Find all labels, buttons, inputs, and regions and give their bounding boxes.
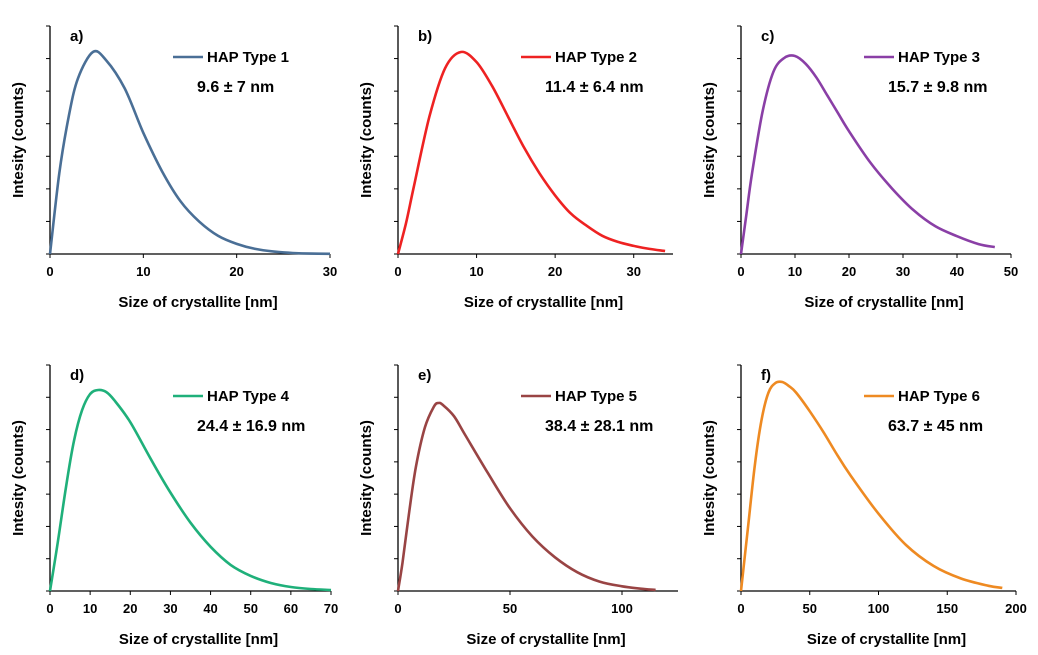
legend-label: HAP Type 3 bbox=[898, 49, 980, 66]
x-tick-label: 20 bbox=[842, 264, 856, 279]
x-axis-title: Size of crystallite [nm] bbox=[464, 294, 623, 311]
panel-label: b) bbox=[418, 28, 432, 45]
x-tick-label: 50 bbox=[243, 601, 257, 616]
y-axis-title: Intesity (counts) bbox=[701, 420, 718, 536]
size-annotation: 24.4 ± 16.9 nm bbox=[197, 418, 305, 435]
y-axis-title: Intesity (counts) bbox=[10, 420, 27, 536]
x-tick-label: 60 bbox=[284, 601, 298, 616]
x-tick-label: 10 bbox=[136, 264, 150, 279]
series-line bbox=[396, 50, 666, 255]
x-axis-title: Size of crystallite [nm] bbox=[804, 294, 963, 311]
y-axis-title: Intesity (counts) bbox=[10, 82, 27, 198]
x-tick-label: 0 bbox=[394, 601, 401, 616]
size-annotation: 63.7 ± 45 nm bbox=[888, 418, 983, 435]
x-tick-label: 0 bbox=[46, 264, 53, 279]
chart-panel-5: 0 50 100 Size of crystallite [nm] Intesity (… bbox=[358, 364, 678, 648]
panel-label: e) bbox=[418, 367, 431, 384]
x-tick-label: 50 bbox=[503, 601, 517, 616]
x-tick-label: 0 bbox=[737, 264, 744, 279]
x-tick-label: 70 bbox=[324, 601, 338, 616]
chart-panel-4: 0 10 20 30 40 50 60 70 Size of crystallite [nm] I… bbox=[10, 364, 338, 648]
legend-label: HAP Type 5 bbox=[555, 388, 637, 405]
x-tick-label: 50 bbox=[803, 601, 817, 616]
series-line bbox=[48, 49, 331, 256]
series-line bbox=[739, 380, 1003, 592]
x-tick-label: 40 bbox=[950, 264, 964, 279]
panel-label: f) bbox=[761, 367, 771, 384]
x-tick-label: 30 bbox=[626, 264, 640, 279]
x-tick-label: 10 bbox=[83, 601, 97, 616]
legend-label: HAP Type 1 bbox=[207, 49, 289, 66]
x-tick-label: 10 bbox=[469, 264, 483, 279]
x-tick-label: 0 bbox=[46, 601, 53, 616]
x-tick-label: 10 bbox=[788, 264, 802, 279]
x-tick-label: 0 bbox=[737, 601, 744, 616]
y-axis-title: Intesity (counts) bbox=[701, 82, 718, 198]
chart-panel-1: 0 10 20 30 Size of crystallite [nm] Intesity … bbox=[10, 25, 337, 311]
x-tick-label: 20 bbox=[548, 264, 562, 279]
x-tick-label: 0 bbox=[394, 264, 401, 279]
x-tick-label: 20 bbox=[229, 264, 243, 279]
x-tick-label: 20 bbox=[123, 601, 137, 616]
x-tick-label: 200 bbox=[1005, 601, 1027, 616]
series-line bbox=[739, 54, 996, 255]
legend-label: HAP Type 2 bbox=[555, 49, 637, 66]
series-line bbox=[396, 401, 656, 592]
x-tick-label: 50 bbox=[1004, 264, 1018, 279]
panel-label: c) bbox=[761, 28, 774, 45]
x-axis-title: Size of crystallite [nm] bbox=[119, 631, 278, 648]
size-annotation: 38.4 ± 28.1 nm bbox=[545, 418, 653, 435]
y-axis-title: Intesity (counts) bbox=[358, 82, 375, 198]
x-tick-label: 30 bbox=[896, 264, 910, 279]
x-tick-label: 100 bbox=[611, 601, 633, 616]
legend-label: HAP Type 4 bbox=[207, 388, 290, 405]
x-tick-label: 30 bbox=[163, 601, 177, 616]
x-tick-label: 100 bbox=[868, 601, 890, 616]
panel-label: d) bbox=[70, 367, 84, 384]
legend-label: HAP Type 6 bbox=[898, 388, 980, 405]
x-tick-label: 40 bbox=[203, 601, 217, 616]
size-annotation: 9.6 ± 7 nm bbox=[197, 79, 274, 96]
x-tick-label: 150 bbox=[936, 601, 958, 616]
series-line bbox=[48, 388, 332, 592]
y-axis-title: Intesity (counts) bbox=[358, 420, 375, 536]
chart-panel-6: 0 50 100 150 200 Size of crystallite [nm] Inte… bbox=[701, 364, 1027, 648]
chart-panel-3: 0 10 20 30 40 50 Size of crystallite [nm] Intes… bbox=[701, 25, 1018, 311]
x-tick-label: 30 bbox=[323, 264, 337, 279]
x-axis-title: Size of crystallite [nm] bbox=[466, 631, 625, 648]
size-annotation: 15.7 ± 9.8 nm bbox=[888, 79, 988, 96]
size-annotation: 11.4 ± 6.4 nm bbox=[545, 79, 644, 96]
x-axis-title: Size of crystallite [nm] bbox=[807, 631, 966, 648]
panel-label: a) bbox=[70, 28, 83, 45]
x-axis-title: Size of crystallite [nm] bbox=[118, 294, 277, 311]
